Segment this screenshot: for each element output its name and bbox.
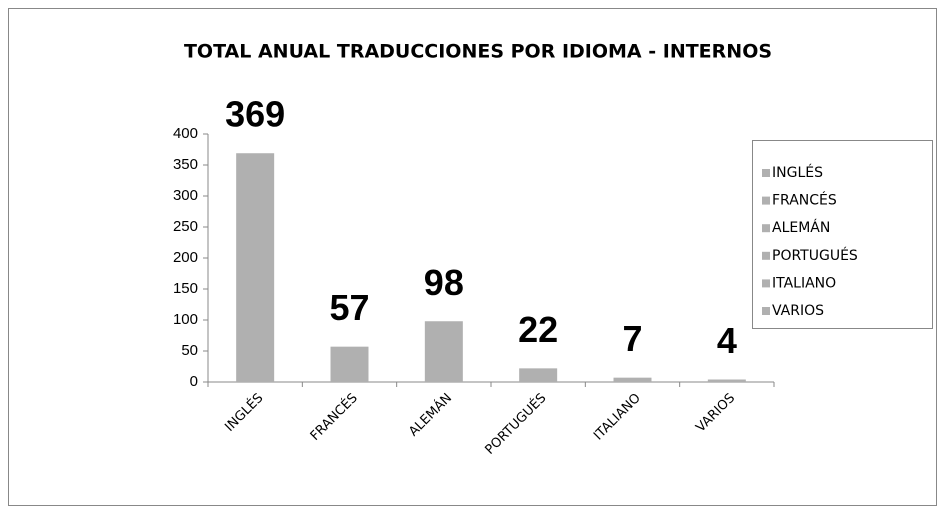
value-label: 7 xyxy=(622,318,642,359)
legend-label: ITALIANO xyxy=(772,275,836,291)
bar xyxy=(613,377,652,382)
y-tick-label: 200 xyxy=(173,249,198,266)
bar xyxy=(236,153,275,382)
legend-swatch xyxy=(762,307,770,315)
value-label: 369 xyxy=(225,94,285,135)
y-tick-label: 250 xyxy=(173,218,198,235)
legend-swatch xyxy=(762,169,770,177)
legend-label: INGLÉS xyxy=(772,164,823,181)
y-tick-label: 400 xyxy=(173,125,198,142)
y-tick-label: 100 xyxy=(173,311,198,328)
bar xyxy=(330,346,369,382)
legend-label: FRANCÉS xyxy=(772,192,837,209)
legend-swatch xyxy=(762,196,770,205)
y-tick-label: 150 xyxy=(173,280,198,297)
legend-box xyxy=(752,140,933,329)
y-tick-label: 350 xyxy=(173,156,198,173)
value-label: 57 xyxy=(329,287,369,328)
bar xyxy=(519,368,558,382)
value-label: 98 xyxy=(424,262,464,303)
value-label: 4 xyxy=(717,320,737,361)
value-label: 22 xyxy=(518,309,558,350)
legend-label: ALEMÁN xyxy=(772,219,830,236)
legend-label: PORTUGUÉS xyxy=(772,247,858,264)
legend-label: VARIOS xyxy=(772,303,824,319)
y-tick-label: 50 xyxy=(181,342,198,359)
legend-swatch xyxy=(762,251,770,260)
y-tick-label: 0 xyxy=(190,373,198,390)
y-tick-label: 300 xyxy=(173,187,198,204)
bar xyxy=(707,379,746,382)
chart-title: TOTAL ANUAL TRADUCCIONES POR IDIOMA - IN… xyxy=(184,41,772,63)
bar xyxy=(424,321,463,382)
legend-swatch xyxy=(762,279,770,288)
legend-swatch xyxy=(762,224,770,233)
